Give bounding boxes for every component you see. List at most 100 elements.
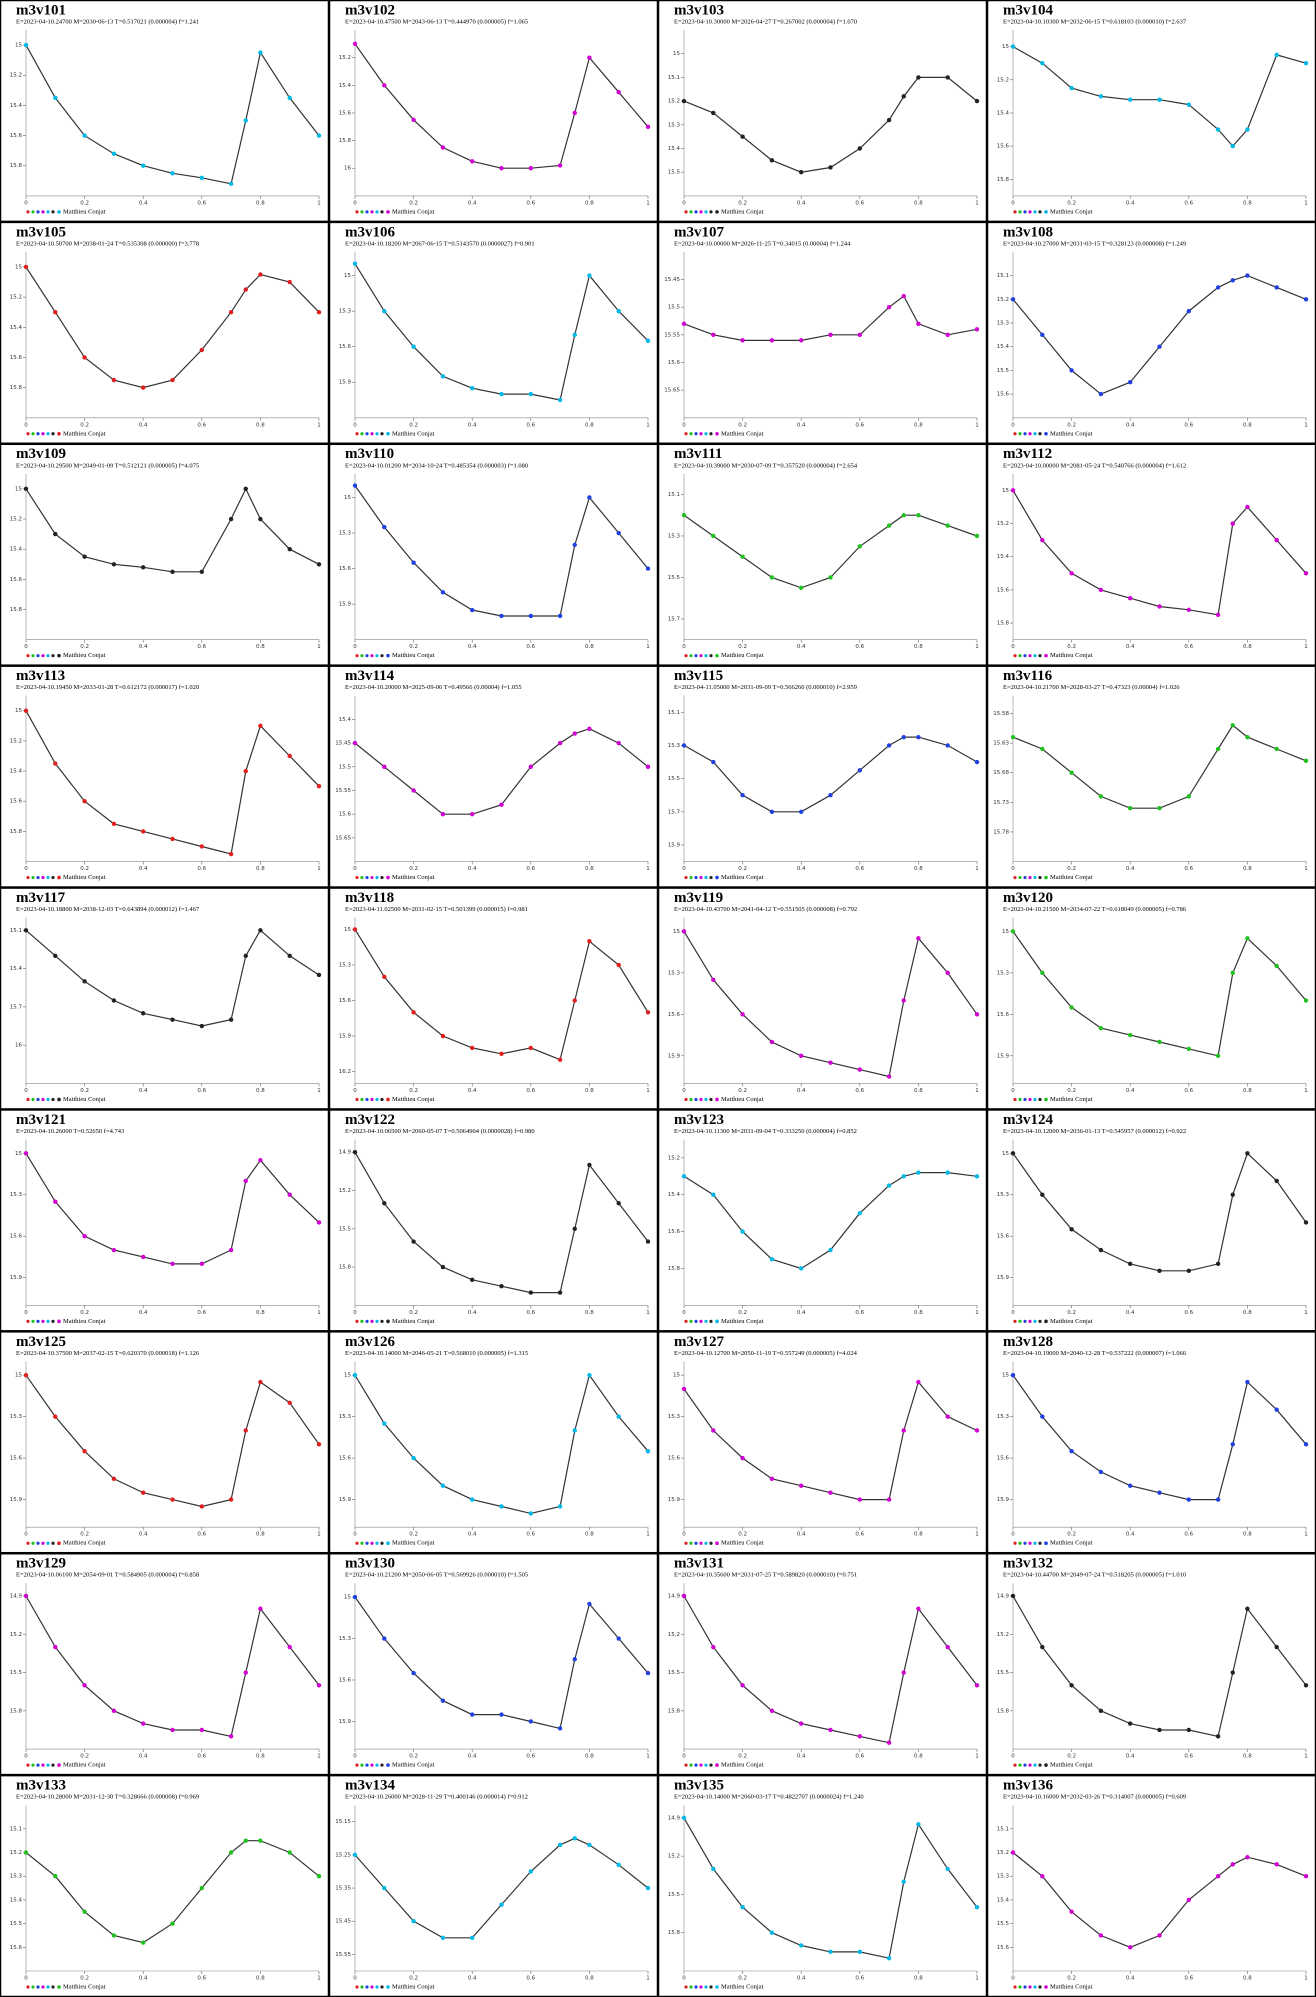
legend-dot [684, 210, 688, 214]
data-point [769, 575, 775, 580]
x-tick-label: 0 [1011, 200, 1015, 206]
data-point [1230, 521, 1235, 526]
data-point [945, 1644, 950, 1650]
legend-dot [704, 875, 708, 880]
data-point [1274, 537, 1279, 543]
y-tick-label: 15.4 [997, 554, 1010, 560]
data-point [945, 332, 950, 338]
legend-dot [1033, 1763, 1037, 1767]
data-point [1010, 44, 1016, 49]
y-tick-label: 15.45 [335, 741, 351, 747]
data-point [53, 761, 58, 766]
x-tick-label: 0.6 [1184, 866, 1193, 872]
y-tick-label: 15.3 [668, 1414, 681, 1420]
data-point [382, 1421, 387, 1426]
x-tick-label: 0.6 [855, 1310, 864, 1316]
legend-dot [51, 1541, 55, 1545]
chart-title: m3v102 [345, 2, 395, 18]
data-point [23, 928, 29, 933]
legend-dot [31, 1319, 35, 1323]
y-tick-label: 15.2 [997, 1850, 1009, 1856]
data-point [857, 544, 862, 549]
legend-dot [375, 875, 379, 880]
x-tick-label: 0.8 [256, 1754, 265, 1760]
data-point [528, 1290, 533, 1295]
y-tick-label: 15.9 [10, 1497, 23, 1503]
data-point [382, 524, 387, 530]
x-tick-label: 0.8 [914, 644, 923, 650]
y-tick-label: 15.3 [668, 533, 681, 539]
data-point [287, 279, 292, 285]
chart-subtitle: E=2023-04-10.10300 M=2032-06-15 T=0.6181… [1003, 18, 1187, 25]
data-point [1245, 734, 1250, 740]
y-tick-label: 15 [1002, 488, 1009, 494]
y-tick-label: 15.9 [339, 1034, 352, 1040]
x-tick-label: 0 [1011, 644, 1015, 650]
legend-swatch [715, 1097, 719, 1102]
data-point [170, 1497, 175, 1502]
data-point [828, 165, 833, 170]
y-tick-label: 15.45 [664, 277, 680, 283]
data-point [1128, 97, 1133, 102]
data-point [23, 1850, 29, 1855]
data-point [799, 1053, 804, 1058]
legend-dot [26, 1319, 30, 1323]
legend-label: Matthieu Conjat [392, 1762, 435, 1769]
legend-dot [31, 210, 35, 214]
legend-dot [1028, 1319, 1032, 1323]
data-point [916, 936, 921, 941]
data-point [799, 1483, 804, 1488]
legend-dot [1018, 1985, 1022, 1989]
data-point [170, 1921, 175, 1926]
chart-subtitle: E=2023-04-10.14000 M=2060-03-17 T=0.4822… [674, 1794, 864, 1801]
y-tick-label: 15.4 [10, 769, 23, 775]
legend-dot [375, 1985, 379, 1989]
data-point [572, 1836, 577, 1841]
chart-subtitle: E=2023-04-10.27000 M=2031-03-15 T=0.3281… [1003, 240, 1186, 247]
chart-title: m3v115 [674, 668, 723, 684]
panel-border [0, 443, 330, 666]
curve [25, 1840, 320, 1944]
data-point [287, 953, 292, 959]
data-point [974, 1174, 980, 1179]
data-point [1303, 998, 1309, 1003]
legend-dot [370, 210, 374, 214]
x-tick-label: 0 [682, 1754, 686, 1760]
data-point [111, 151, 117, 156]
data-point [1157, 1039, 1162, 1045]
y-tick-label: 15.2 [339, 55, 351, 61]
legend-swatch [715, 210, 719, 214]
y-tick-label: 15.5 [10, 1921, 23, 1927]
panel-border [657, 665, 988, 888]
panel-border [0, 887, 330, 1110]
data-point [243, 1178, 248, 1184]
x-tick-label: 1 [317, 866, 321, 872]
x-tick-label: 0.6 [197, 866, 206, 872]
data-point [681, 1815, 687, 1821]
legend-dot [26, 432, 30, 436]
chart-title: m3v107 [674, 224, 724, 240]
chart-title: m3v133 [16, 1778, 66, 1794]
legend-swatch [386, 653, 390, 658]
legend-dot [694, 875, 698, 880]
data-point [243, 953, 248, 959]
x-tick-label: 0.2 [409, 1532, 418, 1538]
legend-label: Matthieu Conjat [1050, 1318, 1093, 1325]
y-tick-label: 15.3 [339, 309, 352, 315]
y-tick-label: 15.8 [10, 163, 23, 169]
data-point [886, 1183, 892, 1188]
data-point [974, 1428, 980, 1433]
legend-dot [1028, 1541, 1032, 1545]
data-point [82, 1909, 87, 1914]
panel-border [0, 1552, 330, 1776]
curve [25, 487, 320, 573]
legend-dot [699, 1985, 703, 1989]
data-point [557, 397, 563, 403]
data-point [1069, 571, 1074, 576]
data-point [711, 1192, 716, 1197]
x-tick-label: 0.2 [738, 1754, 747, 1760]
data-point [974, 759, 980, 765]
data-point [711, 332, 716, 338]
y-tick-label: 15.2 [10, 517, 22, 523]
data-point [1128, 1483, 1133, 1488]
